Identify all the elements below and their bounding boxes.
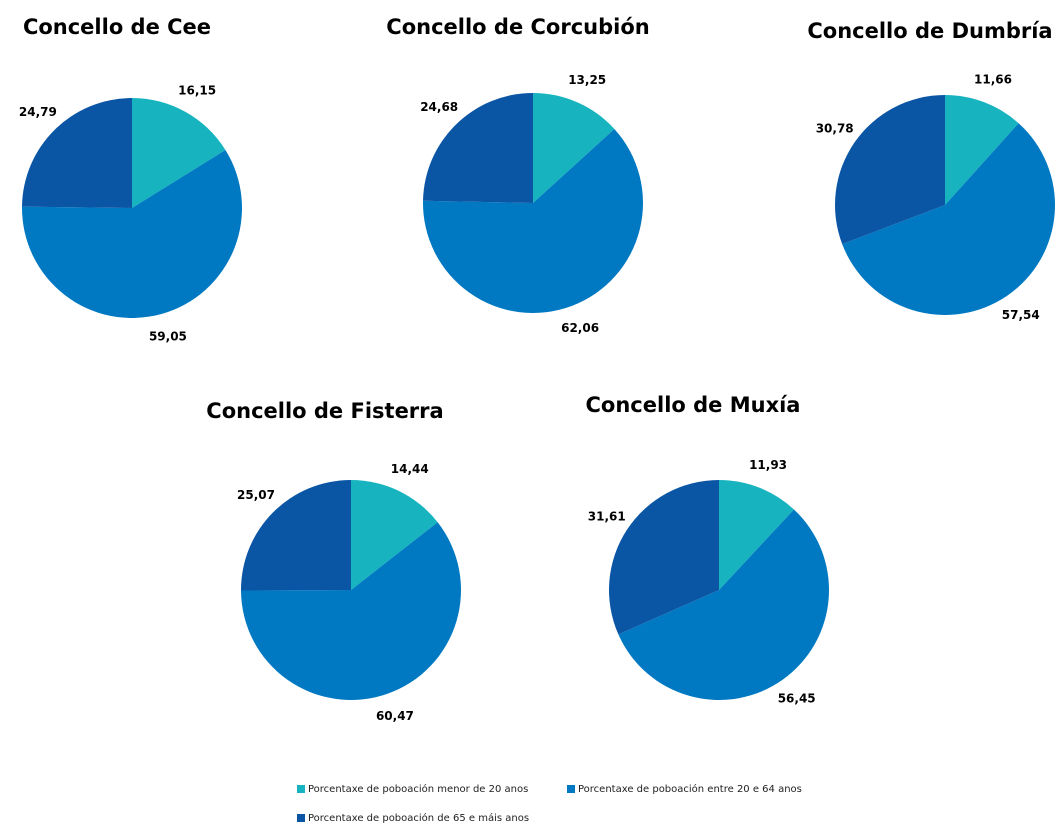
pie-slice [423,93,533,203]
chart-title: Concello de Muxía [586,393,801,417]
chart-title: Concello de Corcubión [386,15,649,39]
pie-slice [945,95,1019,205]
pie-slice [835,95,945,245]
value-label: 25,07 [237,488,275,502]
pie-slice [719,480,794,590]
value-label: 57,54 [1002,308,1040,322]
pie-slice [842,123,1055,315]
pie-slice [241,522,462,701]
legend-label: Porcentaxe de poboación de 65 e máis ano… [308,812,529,823]
pie-slice [618,509,829,700]
value-label: 62,06 [561,321,599,335]
pie-slice [423,128,643,313]
value-label: 24,79 [19,105,57,119]
legend-swatch [297,814,305,822]
chart-title: Concello de Fisterra [206,399,443,423]
value-label: 16,15 [178,83,216,97]
value-label: 56,45 [778,692,816,706]
value-label: 30,78 [816,121,854,135]
pie-slice [609,480,719,635]
value-label: 31,61 [588,509,626,523]
value-label: 24,68 [420,100,458,114]
pie-slice [22,149,242,319]
value-label: 60,47 [376,709,414,723]
pie-slice [351,480,438,590]
value-label: 11,66 [974,72,1012,86]
legend-label: Porcentaxe de poboación entre 20 e 64 an… [578,783,802,795]
pie-slice [22,98,132,208]
value-label: 14,44 [391,462,429,476]
legend-label: Porcentaxe de poboación menor de 20 anos [308,783,528,795]
legend-swatch [567,785,575,793]
pie-slice [132,98,226,208]
chart-title: Concello de Dumbría [807,19,1052,43]
value-label: 13,25 [568,73,606,87]
pie-slice [533,93,615,203]
pie-slice [241,479,351,591]
legend-swatch [297,785,305,793]
value-label: 11,93 [749,458,787,472]
value-label: 59,05 [149,330,187,344]
chart-title: Concello de Cee [23,15,211,39]
